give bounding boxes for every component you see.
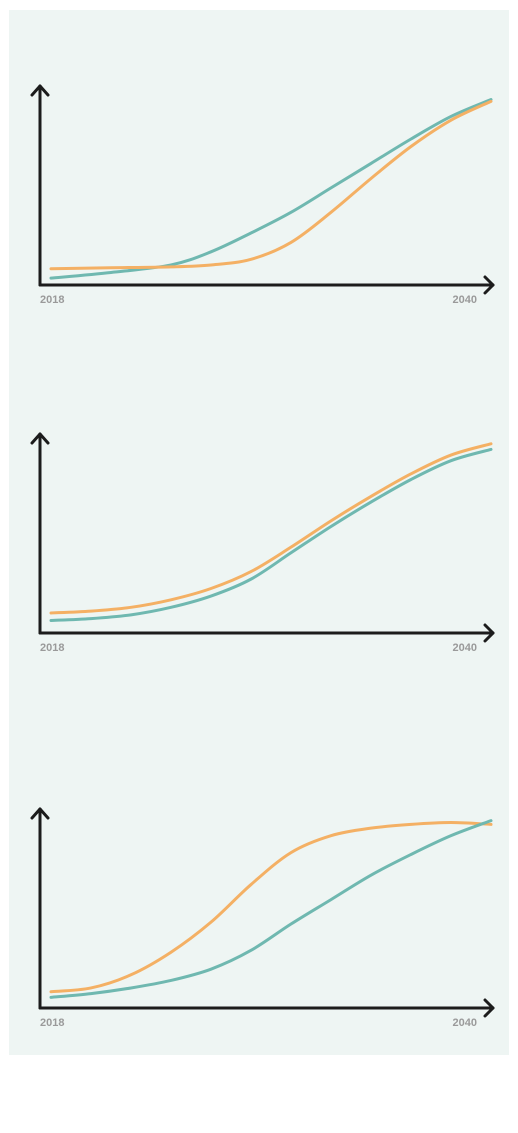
x-tick-label-start: 2018 (40, 642, 64, 654)
x-tick-label-end: 2040 (453, 294, 477, 306)
chart-svg: 2018 2040 (30, 432, 495, 654)
x-tick-label-start: 2018 (40, 1017, 64, 1029)
x-tick-label-end: 2040 (453, 1017, 477, 1029)
x-axis-arrow-icon (483, 275, 495, 295)
chart-panel: 2018 2040 2018 2040 2018 2040 (9, 10, 509, 1055)
x-tick-label-start: 2018 (40, 294, 64, 306)
series-line-2 (49, 99, 493, 271)
x-axis-arrow-icon (483, 623, 495, 643)
y-axis-arrow-icon (30, 807, 50, 820)
chart-svg: 2018 2040 (30, 84, 495, 306)
chart-svg: 2018 2040 (30, 807, 495, 1029)
chart-1: 2018 2040 (9, 80, 509, 410)
y-axis-arrow-icon (30, 84, 50, 97)
series-line-2 (49, 819, 493, 999)
series-line-1 (49, 442, 493, 615)
chart-3: 2018 2040 (9, 803, 509, 1133)
y-axis-arrow-icon (30, 432, 50, 445)
x-tick-label-end: 2040 (453, 642, 477, 654)
series-line-2 (49, 447, 493, 622)
x-axis-arrow-icon (483, 998, 495, 1018)
series-line-1 (49, 821, 493, 994)
chart-2: 2018 2040 (9, 428, 509, 758)
